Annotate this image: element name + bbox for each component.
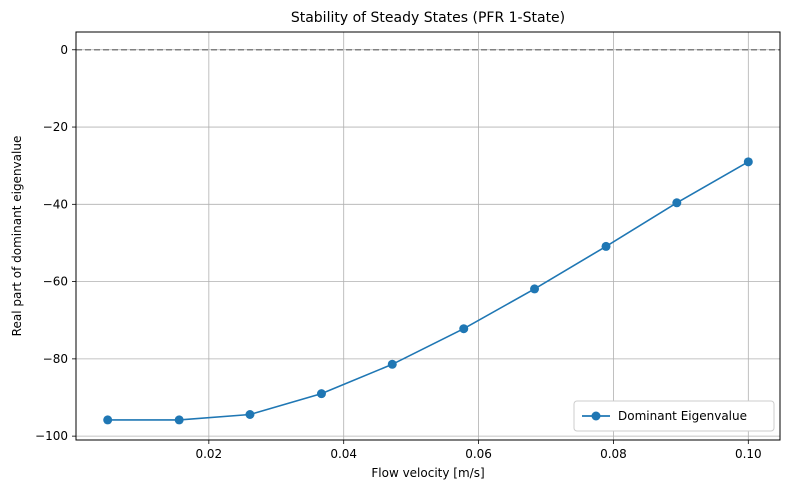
x-tick-label: 0.06 <box>465 447 492 461</box>
data-point <box>245 410 255 419</box>
y-tick-label: −20 <box>43 120 68 134</box>
data-point <box>459 324 469 334</box>
data-point <box>530 284 540 294</box>
series-line <box>107 161 749 421</box>
legend: Dominant Eigenvalue <box>573 400 775 432</box>
x-axis: 0.02 0.04 0.06 0.08 0.10 <box>195 440 762 461</box>
data-point <box>316 389 326 399</box>
legend-box <box>573 400 775 432</box>
data-point <box>174 415 184 425</box>
data-point <box>743 157 753 167</box>
x-tick-label: 0.08 <box>600 447 627 461</box>
chart-title: Stability of Steady States (PFR 1-State) <box>291 10 565 26</box>
x-tick-label: 0.02 <box>195 447 222 461</box>
x-tick-label: 0.04 <box>330 447 357 461</box>
x-tick-label: 0.10 <box>735 447 762 461</box>
legend-marker-swatch <box>591 411 601 421</box>
data-point <box>601 241 611 251</box>
y-tick-label: −60 <box>43 275 68 289</box>
data-point <box>672 198 682 208</box>
y-tick-label: −100 <box>35 429 68 443</box>
y-tick-label: −80 <box>43 352 68 366</box>
data-point <box>387 359 397 369</box>
y-axis: 0 −20 −40 −60 −80 −100 <box>35 43 76 443</box>
series-layer <box>103 157 753 425</box>
y-tick-label: −40 <box>43 197 68 211</box>
plot-frame <box>75 31 781 441</box>
data-point <box>103 415 113 425</box>
y-tick-label: 0 <box>60 43 68 57</box>
legend-label: Dominant Eigenvalue <box>618 409 747 423</box>
y-axis-label: Real part of dominant eigenvalue <box>10 136 24 337</box>
x-axis-label: Flow velocity [m/s] <box>371 466 484 480</box>
grid <box>76 32 780 440</box>
